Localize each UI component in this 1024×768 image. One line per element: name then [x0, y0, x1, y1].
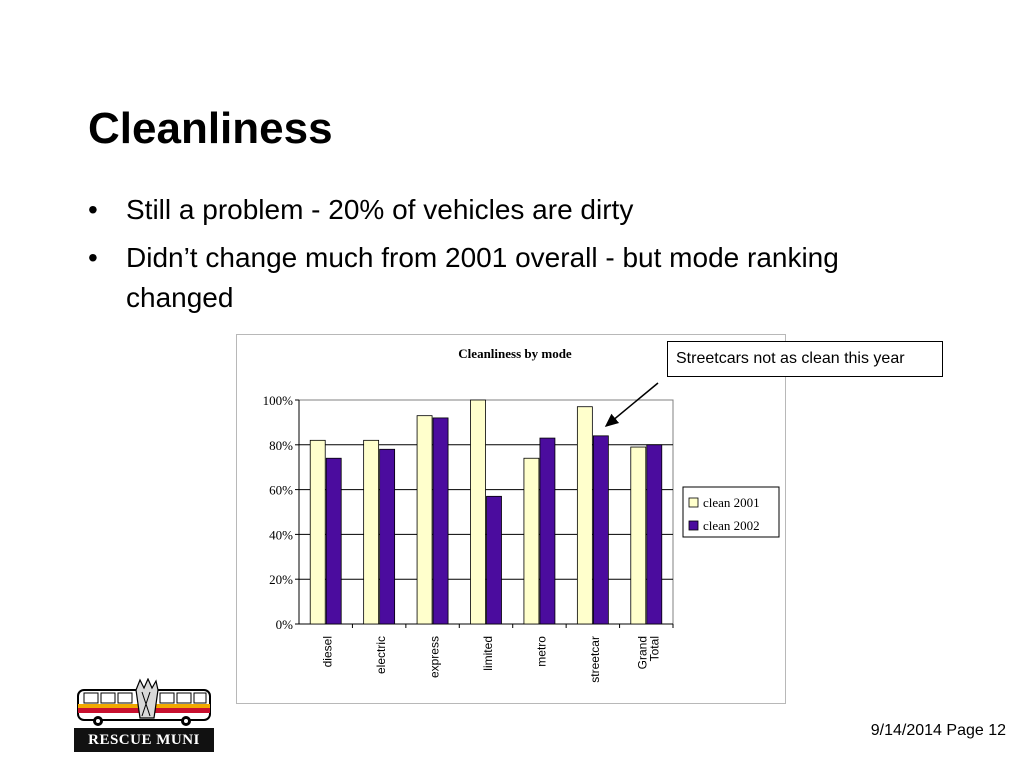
bullet-dot-icon: • [88, 194, 98, 225]
plot-area [298, 399, 674, 625]
bar-clean-2002 [486, 495, 502, 625]
x-tick-label: limited [481, 636, 495, 671]
bar-clean-2001 [363, 439, 380, 625]
bullet-list: • Still a problem - 20% of vehicles are … [88, 190, 948, 326]
bar-clean-2001 [576, 406, 593, 625]
legend-label: clean 2002 [703, 518, 760, 533]
legend-swatch [688, 520, 699, 531]
callout-box: Streetcars not as clean this year [667, 341, 943, 377]
bullet-text: Didn’t change much from 2001 overall - b… [126, 242, 839, 313]
bar-clean-2002 [432, 417, 449, 625]
y-tick-label: 60% [269, 483, 293, 498]
x-tick-label: Total [647, 636, 661, 661]
legend-label: clean 2001 [703, 495, 760, 510]
bus-icon [77, 678, 211, 726]
bar-clean-2001 [630, 446, 647, 625]
bar-clean-2002 [539, 437, 556, 625]
slide-title: Cleanliness [88, 104, 333, 153]
bar-chart: Cleanliness by mode 0% 20% 40% 60% 80% 100% die… [263, 346, 780, 683]
bar-clean-2002 [325, 457, 342, 625]
bar-clean-2001 [470, 399, 486, 625]
x-tick-label: Grand [635, 636, 649, 669]
x-tick-label: express [428, 636, 442, 678]
x-tick-label: electric [374, 636, 388, 674]
chart-frame: Cleanliness by mode 0% 20% 40% 60% 80% 100% die… [236, 334, 786, 704]
bullet-item: • Didn’t change much from 2001 overall -… [88, 238, 948, 318]
bullet-dot-icon: • [88, 242, 98, 273]
bullet-text: Still a problem - 20% of vehicles are di… [126, 194, 634, 225]
logo-text: RESCUE MUNI [74, 728, 214, 752]
bar-clean-2001 [523, 457, 540, 625]
y-tick-label: 80% [269, 438, 293, 453]
x-tick-label: metro [534, 636, 548, 667]
bar-clean-2001 [416, 415, 433, 625]
legend-box [682, 486, 780, 538]
y-tick-label: 20% [269, 572, 293, 587]
bar-clean-2002 [379, 448, 396, 625]
chart-title: Cleanliness by mode [458, 346, 572, 361]
x-tick-label: streetcar [588, 636, 602, 683]
footer-page: Page 12 [946, 722, 1006, 739]
bar-clean-2001 [309, 439, 326, 625]
bar-clean-2002 [592, 435, 609, 625]
y-tick-label: 0% [276, 617, 294, 632]
rescue-muni-logo: RESCUE MUNI [74, 678, 214, 752]
x-tick-label: diesel [321, 636, 335, 667]
bar-clean-2002 [646, 444, 663, 625]
slide-footer: 9/14/2014 Page 12 [871, 722, 1006, 740]
bullet-item: • Still a problem - 20% of vehicles are … [88, 190, 948, 230]
footer-date: 9/14/2014 [870, 722, 942, 739]
y-tick-label: 100% [263, 393, 294, 408]
legend-swatch [688, 497, 699, 508]
y-tick-label: 40% [269, 527, 293, 542]
